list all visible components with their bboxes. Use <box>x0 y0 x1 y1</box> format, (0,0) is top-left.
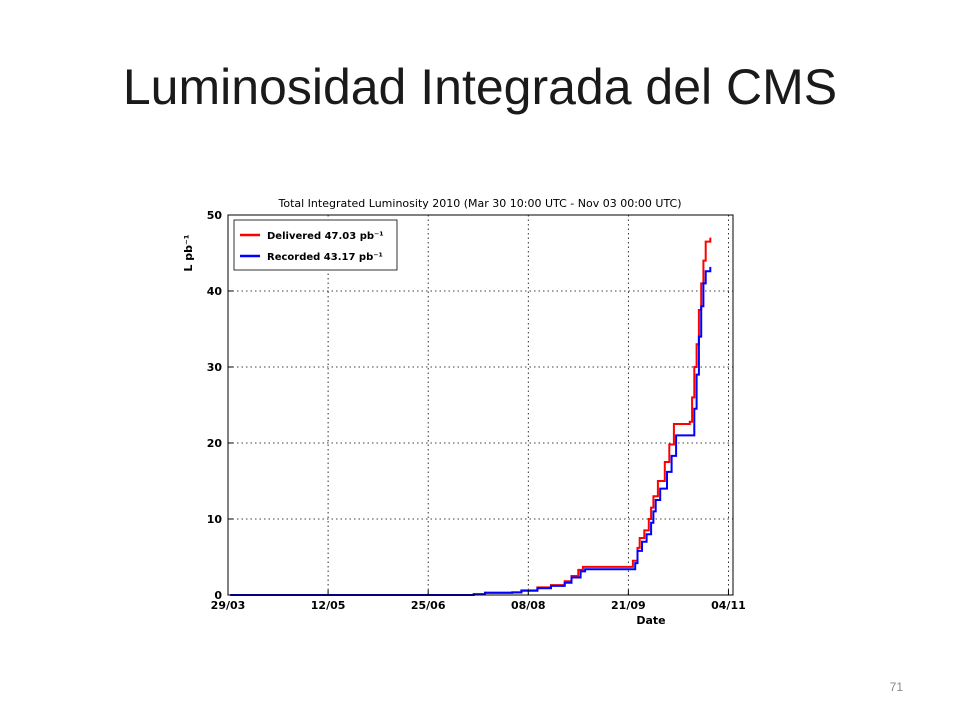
y-tick-label: 0 <box>214 589 222 602</box>
chart-title: Total Integrated Luminosity 2010 (Mar 30… <box>277 197 681 210</box>
legend-label-delivered: Delivered 47.03 pb⁻¹ <box>267 231 384 242</box>
ticks: 29/03 12/05 25/06 08/08 21/09 04/11 0 10 20 30 40 5… <box>207 209 745 612</box>
luminosity-chart: Total Integrated Luminosity 2010 (Mar 30… <box>182 197 745 627</box>
x-tick-label: 25/06 <box>411 599 446 612</box>
x-tick-label: 29/03 <box>211 599 246 612</box>
y-tick-label: 30 <box>207 361 223 374</box>
legend-label-recorded: Recorded 43.17 pb⁻¹ <box>267 252 383 263</box>
y-tick-label: 40 <box>207 285 223 298</box>
slide-title: Luminosidad Integrada del CMS <box>122 59 838 115</box>
x-tick-label: 12/05 <box>311 599 346 612</box>
plot-frame <box>227 214 734 596</box>
y-tick-label: 20 <box>207 437 223 450</box>
x-tick-label: 04/11 <box>711 599 745 612</box>
legend-box <box>233 219 398 271</box>
series-line-recorded <box>230 266 712 596</box>
grid <box>228 215 733 595</box>
y-axis-label: L pb⁻¹ <box>182 234 195 271</box>
legend: Delivered 47.03 pb⁻¹ Recorded 43.17 pb⁻¹ <box>233 219 398 271</box>
y-tick-label: 10 <box>207 513 223 526</box>
slide-number: 71 <box>889 680 903 694</box>
series-group <box>230 237 712 596</box>
x-axis-label: Date <box>636 614 665 627</box>
x-tick-label: 21/09 <box>611 599 646 612</box>
y-tick-label: 50 <box>207 209 223 222</box>
x-tick-label: 08/08 <box>511 599 546 612</box>
